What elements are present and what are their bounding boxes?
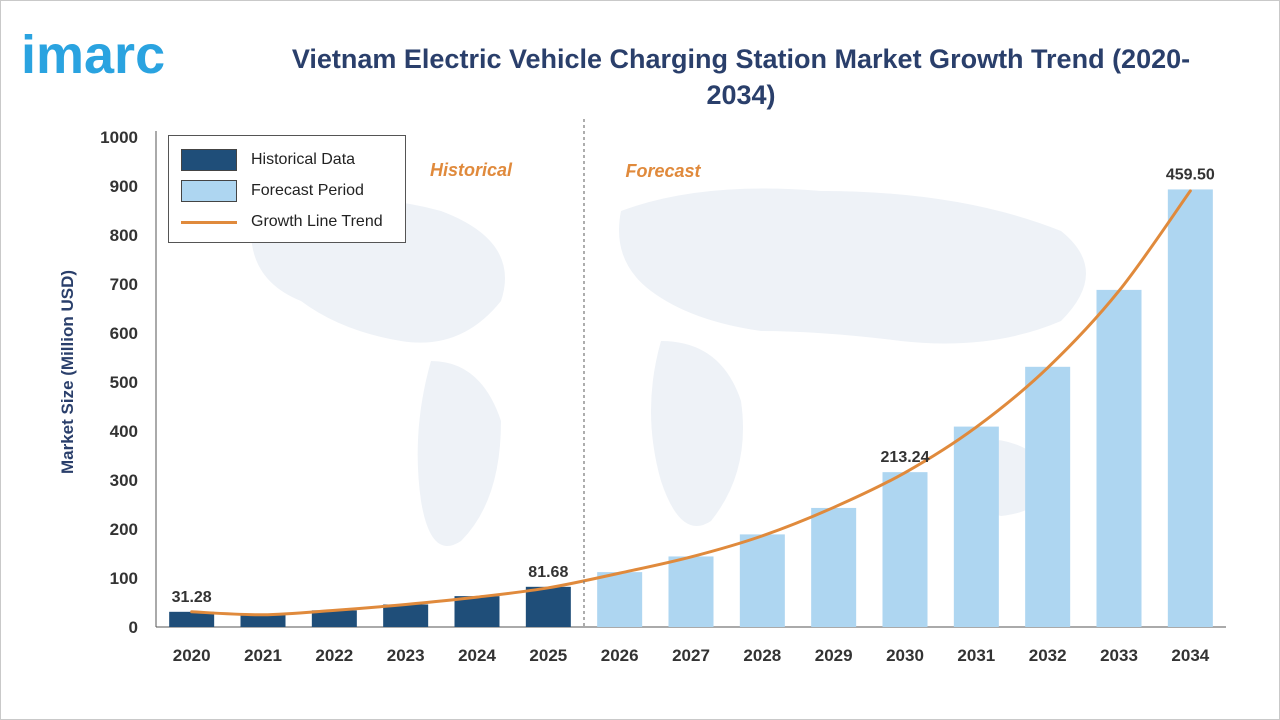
x-tick-label-2029: 2029 [815, 646, 853, 665]
x-tick-label-2033: 2033 [1100, 646, 1138, 665]
x-tick-label-2027: 2027 [672, 646, 710, 665]
data-label-2030: 213.24 [881, 449, 930, 466]
x-tick-label-2020: 2020 [173, 646, 211, 665]
x-tick-label-2021: 2021 [244, 646, 282, 665]
y-tick-label: 900 [110, 177, 138, 196]
x-tick-label-2028: 2028 [743, 646, 781, 665]
y-tick-label: 500 [110, 373, 138, 392]
legend-item-historical: Historical Data [181, 148, 355, 172]
y-tick-label: 600 [110, 324, 138, 343]
bar-historical-2023 [383, 604, 429, 627]
x-tick-label-2024: 2024 [458, 646, 496, 665]
x-tick-label-2032: 2032 [1029, 646, 1067, 665]
bar-forecast-2026 [597, 572, 643, 627]
x-tick-label-2025: 2025 [529, 646, 567, 665]
legend-swatch-forecast [181, 180, 237, 202]
y-tick-label: 0 [129, 618, 138, 637]
bar-historical-2024 [454, 596, 500, 627]
legend-swatch-historical [181, 149, 237, 171]
imarc-logo: imarc [21, 25, 165, 85]
bar-historical-2021 [240, 614, 286, 627]
y-tick-label: 300 [110, 471, 138, 490]
data-label-2020: 31.28 [172, 589, 212, 606]
growth-trend-path [190, 189, 1192, 617]
bar-forecast-2030 [882, 472, 928, 627]
bar-historical-2025 [525, 586, 571, 627]
bar-forecast-2029 [811, 507, 857, 627]
legend-swatch-trend [181, 220, 237, 224]
bar-forecast-2033 [1096, 289, 1142, 627]
bar-forecast-2034 [1167, 189, 1213, 627]
y-tick-label: 800 [110, 226, 138, 245]
x-tick-label-2023: 2023 [387, 646, 425, 665]
y-tick-label: 400 [110, 422, 138, 441]
bar-forecast-2028 [739, 534, 785, 627]
x-tick-label-2026: 2026 [601, 646, 639, 665]
y-tick-label: 100 [110, 569, 138, 588]
chart-title: Vietnam Electric Vehicle Charging Statio… [291, 44, 1191, 110]
data-label-2025: 81.68 [528, 564, 568, 581]
legend-label-historical: Historical Data [251, 151, 356, 168]
trend-line [190, 189, 1192, 617]
bar-historical-2022 [311, 610, 357, 627]
x-tick-labels: 2020 2021 2022 2023 2024 2025 2026 2027 2028 2029… [173, 646, 1210, 665]
logo-text: imarc [21, 25, 165, 85]
data-labels: 31.28 81.68 213.24 459.50 [172, 166, 1215, 605]
legend-item-trend: Growth Line Trend [181, 210, 383, 234]
bar-forecast-2027 [668, 556, 714, 627]
x-tick-label-2022: 2022 [315, 646, 353, 665]
bar-forecast-2032 [1025, 366, 1071, 627]
y-tick-label: 700 [110, 275, 138, 294]
data-label-2034: 459.50 [1166, 166, 1215, 183]
bars [169, 189, 1213, 627]
y-axis-label: Market Size (Million USD) [58, 270, 77, 474]
legend-label-trend: Growth Line Trend [251, 213, 383, 230]
y-tick-label: 200 [110, 520, 138, 539]
y-tick-label: 1000 [100, 128, 138, 147]
x-tick-label-2030: 2030 [886, 646, 924, 665]
x-tick-label-2034: 2034 [1171, 646, 1209, 665]
region-label-historical: Historical [430, 160, 513, 180]
legend-item-forecast: Forecast Period [181, 179, 364, 203]
bar-historical-2020 [169, 611, 215, 627]
legend: Historical Data Forecast Period Growth L… [168, 135, 406, 243]
bar-forecast-2031 [953, 426, 999, 627]
legend-label-forecast: Forecast Period [251, 182, 364, 199]
y-tick-labels: 0 100 200 300 400 500 600 700 800 900 1000 [100, 128, 138, 637]
region-label-forecast: Forecast [625, 161, 701, 181]
x-tick-label-2031: 2031 [957, 646, 995, 665]
